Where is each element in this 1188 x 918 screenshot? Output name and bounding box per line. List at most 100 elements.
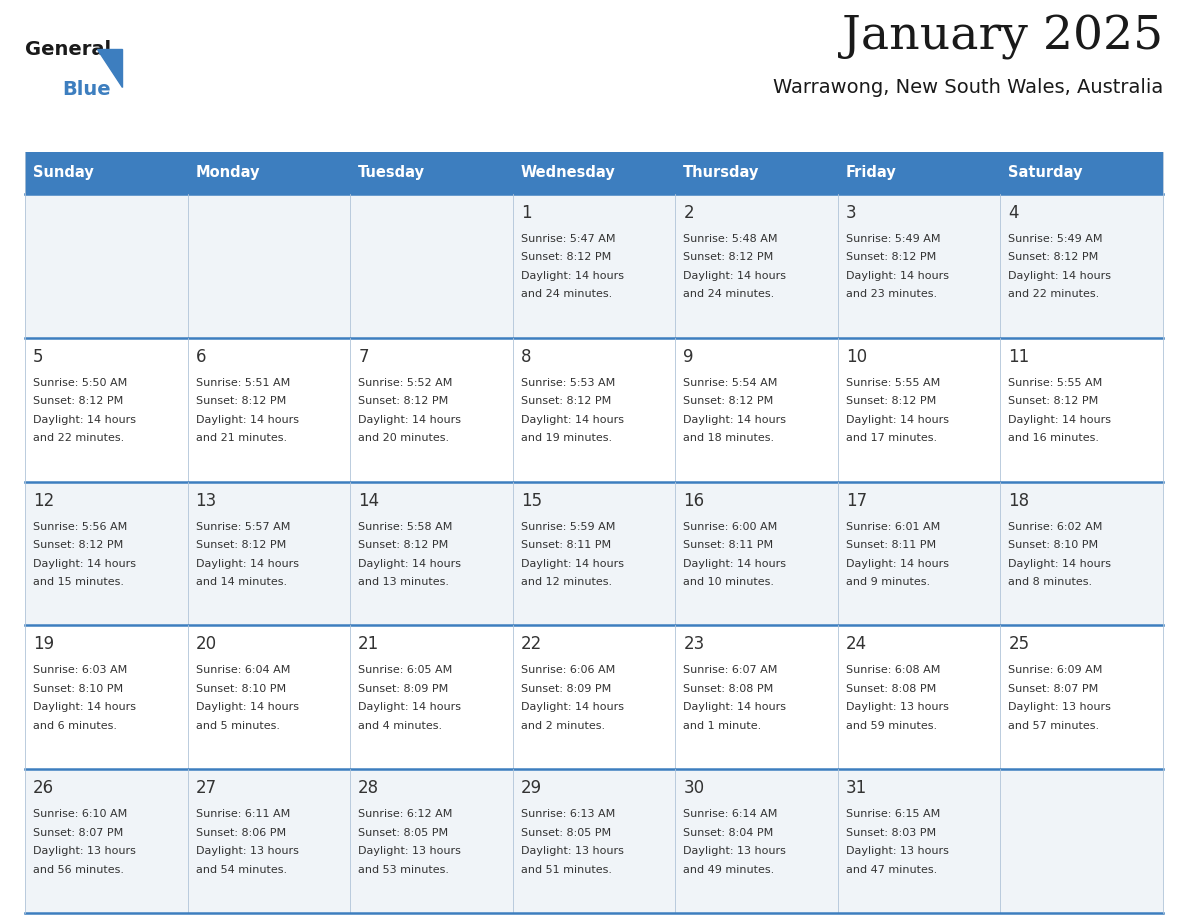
Text: 22: 22 xyxy=(520,635,542,654)
Text: Daylight: 14 hours: Daylight: 14 hours xyxy=(358,415,461,425)
Text: Sunset: 8:12 PM: Sunset: 8:12 PM xyxy=(520,397,611,407)
Text: Sunrise: 6:06 AM: Sunrise: 6:06 AM xyxy=(520,666,615,676)
Text: Thursday: Thursday xyxy=(683,165,759,181)
Text: and 20 minutes.: and 20 minutes. xyxy=(358,433,449,443)
Text: and 15 minutes.: and 15 minutes. xyxy=(33,577,124,588)
Text: Sunset: 8:12 PM: Sunset: 8:12 PM xyxy=(196,540,286,550)
Text: and 24 minutes.: and 24 minutes. xyxy=(683,289,775,299)
Text: Daylight: 14 hours: Daylight: 14 hours xyxy=(1009,271,1112,281)
Text: Sunset: 8:12 PM: Sunset: 8:12 PM xyxy=(358,540,448,550)
Bar xyxy=(350,152,513,194)
Text: Sunrise: 6:03 AM: Sunrise: 6:03 AM xyxy=(33,666,127,676)
Text: Daylight: 13 hours: Daylight: 13 hours xyxy=(196,846,298,856)
Text: and 47 minutes.: and 47 minutes. xyxy=(846,865,937,875)
Text: Daylight: 13 hours: Daylight: 13 hours xyxy=(33,846,135,856)
Text: Sunrise: 5:55 AM: Sunrise: 5:55 AM xyxy=(846,378,940,387)
Bar xyxy=(25,769,1163,913)
Text: Sunset: 8:12 PM: Sunset: 8:12 PM xyxy=(846,252,936,263)
Bar xyxy=(513,152,675,194)
Text: and 59 minutes.: and 59 minutes. xyxy=(846,721,937,731)
Text: Daylight: 14 hours: Daylight: 14 hours xyxy=(520,271,624,281)
Text: 8: 8 xyxy=(520,348,531,365)
Text: and 24 minutes.: and 24 minutes. xyxy=(520,289,612,299)
Text: 20: 20 xyxy=(196,635,216,654)
Text: Sunrise: 5:48 AM: Sunrise: 5:48 AM xyxy=(683,234,778,244)
Text: Sunset: 8:12 PM: Sunset: 8:12 PM xyxy=(1009,397,1099,407)
Text: Sunrise: 6:01 AM: Sunrise: 6:01 AM xyxy=(846,521,940,532)
Text: Daylight: 14 hours: Daylight: 14 hours xyxy=(520,558,624,568)
Text: Sunset: 8:10 PM: Sunset: 8:10 PM xyxy=(33,684,124,694)
Text: and 18 minutes.: and 18 minutes. xyxy=(683,433,775,443)
Text: and 2 minutes.: and 2 minutes. xyxy=(520,721,605,731)
Text: 5: 5 xyxy=(33,348,44,365)
Text: Daylight: 14 hours: Daylight: 14 hours xyxy=(683,702,786,712)
Text: and 21 minutes.: and 21 minutes. xyxy=(196,433,286,443)
Text: Sunrise: 5:59 AM: Sunrise: 5:59 AM xyxy=(520,521,615,532)
Text: Sunset: 8:09 PM: Sunset: 8:09 PM xyxy=(358,684,448,694)
Text: Sunrise: 5:53 AM: Sunrise: 5:53 AM xyxy=(520,378,615,387)
Text: Daylight: 13 hours: Daylight: 13 hours xyxy=(520,846,624,856)
Text: Daylight: 14 hours: Daylight: 14 hours xyxy=(846,271,949,281)
Text: 17: 17 xyxy=(846,492,867,509)
Text: 26: 26 xyxy=(33,779,55,797)
Text: 31: 31 xyxy=(846,779,867,797)
Text: and 14 minutes.: and 14 minutes. xyxy=(196,577,286,588)
Text: Sunrise: 6:10 AM: Sunrise: 6:10 AM xyxy=(33,809,127,819)
Text: and 51 minutes.: and 51 minutes. xyxy=(520,865,612,875)
Text: 15: 15 xyxy=(520,492,542,509)
Text: Monday: Monday xyxy=(196,165,260,181)
Text: Daylight: 14 hours: Daylight: 14 hours xyxy=(1009,558,1112,568)
Text: 10: 10 xyxy=(846,348,867,365)
Text: Sunset: 8:11 PM: Sunset: 8:11 PM xyxy=(683,540,773,550)
Text: Sunset: 8:10 PM: Sunset: 8:10 PM xyxy=(196,684,285,694)
Text: Sunset: 8:12 PM: Sunset: 8:12 PM xyxy=(846,397,936,407)
Text: Daylight: 14 hours: Daylight: 14 hours xyxy=(358,702,461,712)
Text: 1: 1 xyxy=(520,204,531,222)
Text: Sunrise: 6:07 AM: Sunrise: 6:07 AM xyxy=(683,666,778,676)
Bar xyxy=(188,152,350,194)
Text: Daylight: 13 hours: Daylight: 13 hours xyxy=(1009,702,1111,712)
Text: Sunrise: 5:47 AM: Sunrise: 5:47 AM xyxy=(520,234,615,244)
Text: 24: 24 xyxy=(846,635,867,654)
Text: 11: 11 xyxy=(1009,348,1030,365)
Text: Daylight: 14 hours: Daylight: 14 hours xyxy=(846,558,949,568)
Text: Sunrise: 5:55 AM: Sunrise: 5:55 AM xyxy=(1009,378,1102,387)
Text: Sunrise: 5:49 AM: Sunrise: 5:49 AM xyxy=(846,234,941,244)
Text: 19: 19 xyxy=(33,635,55,654)
Text: 4: 4 xyxy=(1009,204,1019,222)
Text: and 17 minutes.: and 17 minutes. xyxy=(846,433,937,443)
Polygon shape xyxy=(97,49,122,87)
Text: Sunset: 8:11 PM: Sunset: 8:11 PM xyxy=(846,540,936,550)
Text: Daylight: 14 hours: Daylight: 14 hours xyxy=(196,558,298,568)
Text: and 5 minutes.: and 5 minutes. xyxy=(196,721,279,731)
Text: Sunset: 8:07 PM: Sunset: 8:07 PM xyxy=(1009,684,1099,694)
Text: Sunrise: 5:56 AM: Sunrise: 5:56 AM xyxy=(33,521,127,532)
Text: and 12 minutes.: and 12 minutes. xyxy=(520,577,612,588)
Bar xyxy=(838,152,1000,194)
Text: Sunset: 8:12 PM: Sunset: 8:12 PM xyxy=(683,252,773,263)
Text: Sunset: 8:11 PM: Sunset: 8:11 PM xyxy=(520,540,611,550)
Text: Sunrise: 6:11 AM: Sunrise: 6:11 AM xyxy=(196,809,290,819)
Text: Sunrise: 6:08 AM: Sunrise: 6:08 AM xyxy=(846,666,940,676)
Text: and 54 minutes.: and 54 minutes. xyxy=(196,865,286,875)
Text: Sunrise: 6:14 AM: Sunrise: 6:14 AM xyxy=(683,809,778,819)
Text: Daylight: 14 hours: Daylight: 14 hours xyxy=(196,415,298,425)
Text: Daylight: 14 hours: Daylight: 14 hours xyxy=(520,415,624,425)
Text: and 56 minutes.: and 56 minutes. xyxy=(33,865,124,875)
Text: Daylight: 14 hours: Daylight: 14 hours xyxy=(33,558,135,568)
Text: and 9 minutes.: and 9 minutes. xyxy=(846,577,930,588)
Text: Sunrise: 6:09 AM: Sunrise: 6:09 AM xyxy=(1009,666,1102,676)
Text: Daylight: 14 hours: Daylight: 14 hours xyxy=(683,271,786,281)
Text: Sunrise: 6:04 AM: Sunrise: 6:04 AM xyxy=(196,666,290,676)
Text: Daylight: 14 hours: Daylight: 14 hours xyxy=(358,558,461,568)
Text: Sunrise: 6:13 AM: Sunrise: 6:13 AM xyxy=(520,809,615,819)
Text: 6: 6 xyxy=(196,348,206,365)
Text: 12: 12 xyxy=(33,492,55,509)
Text: 7: 7 xyxy=(358,348,368,365)
Text: Daylight: 14 hours: Daylight: 14 hours xyxy=(520,702,624,712)
Text: and 8 minutes.: and 8 minutes. xyxy=(1009,577,1093,588)
Text: and 4 minutes.: and 4 minutes. xyxy=(358,721,442,731)
Text: 3: 3 xyxy=(846,204,857,222)
Text: Sunset: 8:04 PM: Sunset: 8:04 PM xyxy=(683,828,773,838)
Text: Daylight: 14 hours: Daylight: 14 hours xyxy=(1009,415,1112,425)
